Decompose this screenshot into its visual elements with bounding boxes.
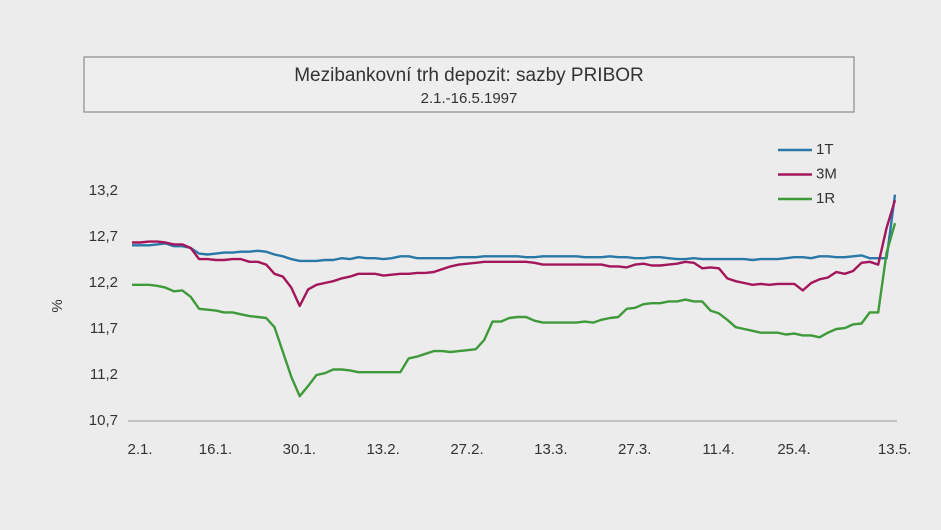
y-tick-label: 11,7: [90, 320, 118, 337]
x-tick-label: 30.1.: [283, 441, 316, 458]
y-tick-label: 12,2: [89, 274, 118, 291]
y-tick-label: 13,2: [89, 182, 118, 199]
line-series: [132, 194, 897, 263]
x-tick-label: 27.3.: [618, 441, 651, 458]
line-series: [132, 222, 897, 398]
x-tick-label: 27.2.: [450, 441, 483, 458]
legend-label: 1R: [816, 190, 835, 207]
x-tick-label: 16.1.: [199, 441, 232, 458]
chart-title: Mezibankovní trh depozit: sazby PRIBOR: [294, 65, 644, 86]
title-box: [83, 56, 855, 113]
y-tick-label: 12,7: [89, 228, 118, 245]
x-tick-label: 13.3.: [534, 441, 567, 458]
x-tick-label: 13.2.: [366, 441, 399, 458]
x-tick-label: 11.4.: [702, 441, 734, 458]
y-axis-label: %: [49, 299, 66, 312]
x-tick-label: 13.5.: [878, 441, 911, 458]
x-tick-label: 25.4.: [777, 441, 810, 458]
chart-subtitle: 2.1.-16.5.1997: [421, 90, 518, 107]
legend-label: 3M: [816, 165, 837, 182]
line-series: [132, 199, 897, 308]
legend-label: 1T: [816, 141, 834, 158]
y-tick-label: 10,7: [89, 412, 118, 429]
y-tick-label: 11,2: [90, 366, 118, 383]
x-tick-label: 2.1.: [127, 441, 152, 458]
